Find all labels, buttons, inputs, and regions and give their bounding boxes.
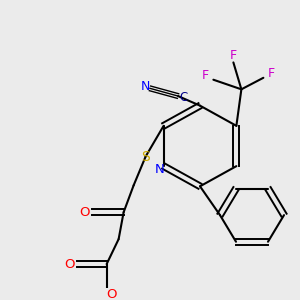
Text: N: N <box>140 80 150 93</box>
Text: N: N <box>155 164 164 176</box>
Text: O: O <box>64 258 75 271</box>
Text: F: F <box>268 68 275 80</box>
Text: S: S <box>141 149 150 164</box>
Text: F: F <box>230 49 237 62</box>
Text: C: C <box>179 92 187 104</box>
Text: O: O <box>106 288 117 300</box>
Text: F: F <box>202 69 209 82</box>
Text: O: O <box>80 206 90 219</box>
